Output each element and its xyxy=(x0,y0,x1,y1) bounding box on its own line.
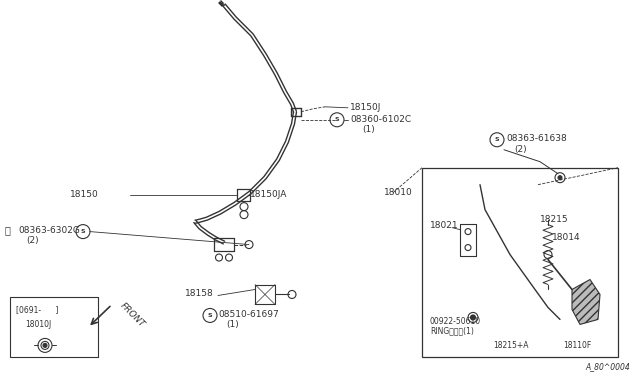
Text: [0691-      ]: [0691- ] xyxy=(16,305,58,314)
Text: FRONT: FRONT xyxy=(118,301,146,330)
Text: S: S xyxy=(495,137,499,142)
Text: 18010: 18010 xyxy=(384,188,413,197)
Text: (1): (1) xyxy=(226,320,239,329)
Text: S: S xyxy=(335,117,339,122)
Text: 18158: 18158 xyxy=(185,289,214,298)
Circle shape xyxy=(43,343,47,347)
Text: 18215+A: 18215+A xyxy=(493,341,529,350)
Text: 18150J: 18150J xyxy=(350,103,381,112)
Text: 18110F: 18110F xyxy=(563,341,591,350)
Text: A_80^0004: A_80^0004 xyxy=(585,362,630,371)
Text: Ⓢ: Ⓢ xyxy=(5,225,11,235)
Polygon shape xyxy=(572,279,600,324)
Circle shape xyxy=(470,315,476,320)
Text: 18021: 18021 xyxy=(430,221,459,230)
Text: 08363-61638: 08363-61638 xyxy=(506,134,567,143)
Text: RINGリング(1): RINGリング(1) xyxy=(430,326,474,335)
Text: 18150: 18150 xyxy=(70,190,99,199)
Text: 08360-6102C: 08360-6102C xyxy=(350,115,411,124)
Text: 08510-61697: 08510-61697 xyxy=(218,310,279,319)
Text: 08363-6302G: 08363-6302G xyxy=(18,226,80,235)
Text: 00922-50610: 00922-50610 xyxy=(430,317,481,326)
Text: (2): (2) xyxy=(514,145,527,154)
Text: (2): (2) xyxy=(26,236,38,245)
Text: 18150JA: 18150JA xyxy=(250,190,287,199)
Text: 18215: 18215 xyxy=(540,215,568,224)
Bar xyxy=(10,298,98,357)
Text: 18010J: 18010J xyxy=(25,320,51,329)
Text: S: S xyxy=(208,313,212,318)
Text: 18014: 18014 xyxy=(552,233,580,242)
Bar xyxy=(422,168,618,357)
Text: S: S xyxy=(81,229,85,234)
Text: (1): (1) xyxy=(362,125,375,134)
Circle shape xyxy=(558,176,562,180)
